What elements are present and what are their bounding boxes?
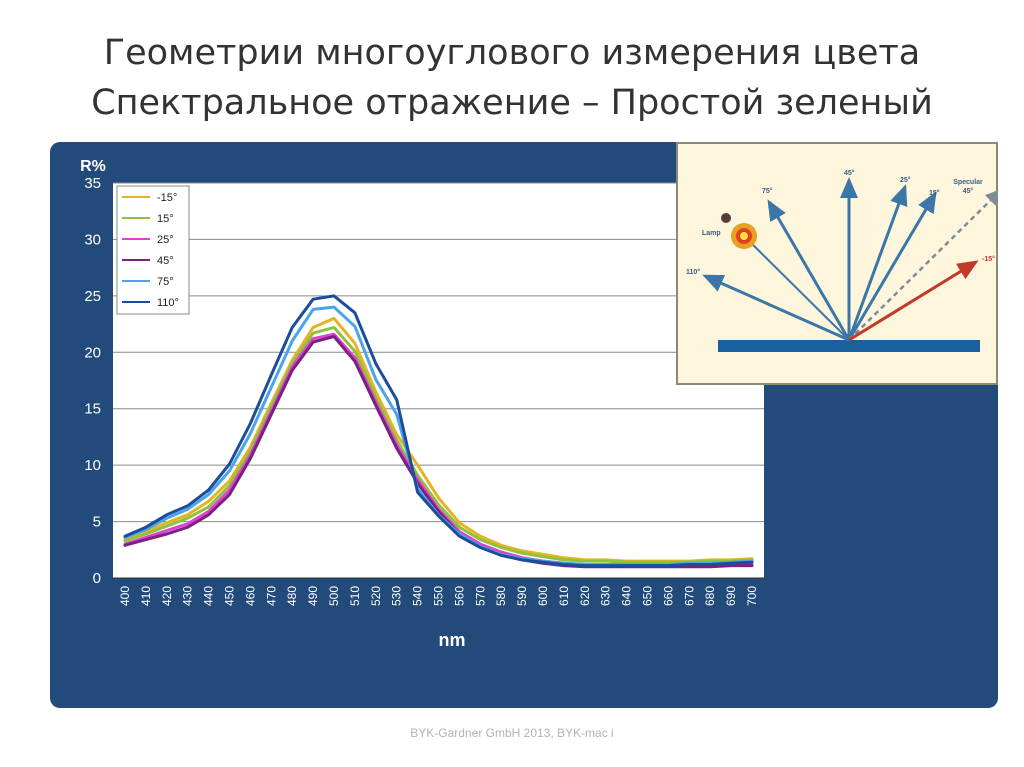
legend-box xyxy=(116,185,190,315)
y-tick-label: 30 xyxy=(84,231,101,248)
x-tick-label: 470 xyxy=(264,586,278,606)
series-line xyxy=(123,305,754,566)
x-tick-label: 620 xyxy=(578,586,592,606)
legend-label: -15° xyxy=(157,192,177,204)
y-tick-label: 15 xyxy=(84,401,101,418)
x-tick-label: 640 xyxy=(620,586,634,606)
label-specular: Specular xyxy=(953,179,983,186)
x-tick-label: 540 xyxy=(411,586,425,606)
beam-110 xyxy=(702,274,850,342)
series-line xyxy=(123,335,754,569)
y-tick-label: 25 xyxy=(84,288,101,305)
x-tick-label: 410 xyxy=(139,586,153,606)
legend-label: 25° xyxy=(157,234,174,246)
slide-title-line-2: Спектральное отражение – Простой зеленый xyxy=(91,83,933,123)
x-tick-label: 450 xyxy=(223,586,237,606)
beam-75 xyxy=(767,199,851,341)
x-tick-label: 420 xyxy=(160,586,174,606)
x-axis-label: nm xyxy=(439,630,466,650)
x-tick-label: 460 xyxy=(243,586,257,606)
x-tick-label: 530 xyxy=(390,586,404,606)
y-axis-label: R% xyxy=(80,158,106,175)
y-tick-label: 20 xyxy=(84,344,101,361)
x-tick-label: 520 xyxy=(369,586,383,606)
legend-label: 15° xyxy=(157,213,174,225)
legend-label: 75° xyxy=(157,276,174,288)
series-layer xyxy=(123,294,754,569)
x-tick-label: 510 xyxy=(348,586,362,606)
series-line xyxy=(123,294,754,568)
x-tick-label: 610 xyxy=(557,586,571,606)
beam-minus-15 xyxy=(848,260,979,342)
x-tick-label: 690 xyxy=(724,586,738,606)
series-line xyxy=(123,332,754,568)
slide-title: Геометрии многоуглового измерения цвета … xyxy=(0,28,1024,128)
x-tick-label: 600 xyxy=(536,586,550,606)
beam-15 xyxy=(847,191,937,341)
y-tick-label: 35 xyxy=(84,175,101,192)
x-tick-label: 400 xyxy=(118,586,132,606)
grid-layer xyxy=(113,182,764,579)
label-lamp: Lamp xyxy=(702,230,721,237)
measurement-geometry-diagram: 45° 25° 15° 75° Specular 45° Lamp 110° -… xyxy=(676,142,998,385)
label-15: 15° xyxy=(929,189,940,197)
footer-credit: BYK-Gardner GmbH 2013, BYK-mac i xyxy=(410,726,614,740)
x-tick-label: 660 xyxy=(661,586,675,606)
x-tick-label: 580 xyxy=(494,586,508,606)
label-75: 75° xyxy=(762,187,773,195)
y-tick-label: 10 xyxy=(84,457,101,474)
x-tick-label: 430 xyxy=(181,586,195,606)
y-tick-label: 5 xyxy=(93,514,101,531)
x-tick-label: 550 xyxy=(432,586,446,606)
beam-25 xyxy=(847,184,908,341)
geometry-diagram-svg: 45° 25° 15° 75° Specular 45° Lamp 110° -… xyxy=(686,169,996,352)
series-line xyxy=(123,316,754,563)
legend-label: 110° xyxy=(157,297,179,309)
label-25: 25° xyxy=(900,176,911,184)
x-tick-label: 590 xyxy=(515,586,529,606)
label-specular-angle: 45° xyxy=(963,187,974,195)
x-tick-label: 560 xyxy=(452,586,466,606)
legend-label: 45° xyxy=(157,255,174,267)
sample-surface xyxy=(718,340,980,352)
label-minus-15: -15° xyxy=(982,255,995,263)
x-tick-label: 490 xyxy=(306,586,320,606)
y-tick-label: 0 xyxy=(93,570,101,587)
x-tick-label: 440 xyxy=(202,586,216,606)
x-tick-label: 480 xyxy=(285,586,299,606)
illumination-beam xyxy=(743,235,850,341)
series-line xyxy=(123,326,754,564)
label-110: 110° xyxy=(686,268,700,276)
x-tick-label: 650 xyxy=(641,586,655,606)
lamp-icon xyxy=(721,213,757,249)
x-tick-label: 670 xyxy=(682,586,696,606)
x-tick-label: 570 xyxy=(473,586,487,606)
x-tick-label: 680 xyxy=(703,586,717,606)
x-tick-label: 700 xyxy=(745,586,759,606)
slide-title-line-1: Геометрии многоуглового измерения цвета xyxy=(103,33,921,73)
legend-layer: -15° 15° 25° 45° 75° 110° xyxy=(116,185,190,315)
x-tick-label: 630 xyxy=(599,586,613,606)
label-45: 45° xyxy=(844,169,855,177)
x-tick-label: 500 xyxy=(327,586,341,606)
